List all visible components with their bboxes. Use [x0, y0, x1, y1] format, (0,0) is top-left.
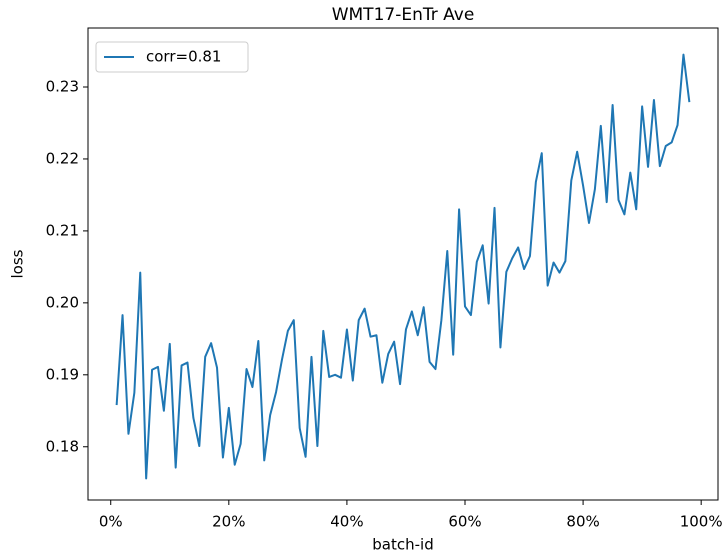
chart-title: WMT17-EnTr Ave [332, 5, 475, 25]
y-tick-label: 0.19 [46, 365, 79, 383]
legend-label: corr=0.81 [146, 48, 221, 66]
y-tick-label: 0.23 [46, 78, 79, 96]
x-tick-label: 0% [99, 513, 123, 531]
x-tick-label: 40% [330, 513, 363, 531]
y-tick-label: 0.18 [46, 437, 79, 455]
y-tick-label: 0.20 [46, 293, 79, 311]
plot-frame [87, 27, 719, 501]
y-tick-label: 0.21 [46, 221, 79, 239]
y-tick-label: 0.22 [46, 149, 79, 167]
data-line [115, 53, 691, 480]
x-tick-label: 60% [448, 513, 481, 531]
x-tick-label: 80% [566, 513, 599, 531]
x-tick-label: 100% [680, 513, 723, 531]
legend-box [95, 41, 249, 73]
x-axis-label: batch-id [372, 536, 433, 554]
y-axis-label: loss [9, 249, 27, 278]
x-tick-label: 20% [212, 513, 245, 531]
